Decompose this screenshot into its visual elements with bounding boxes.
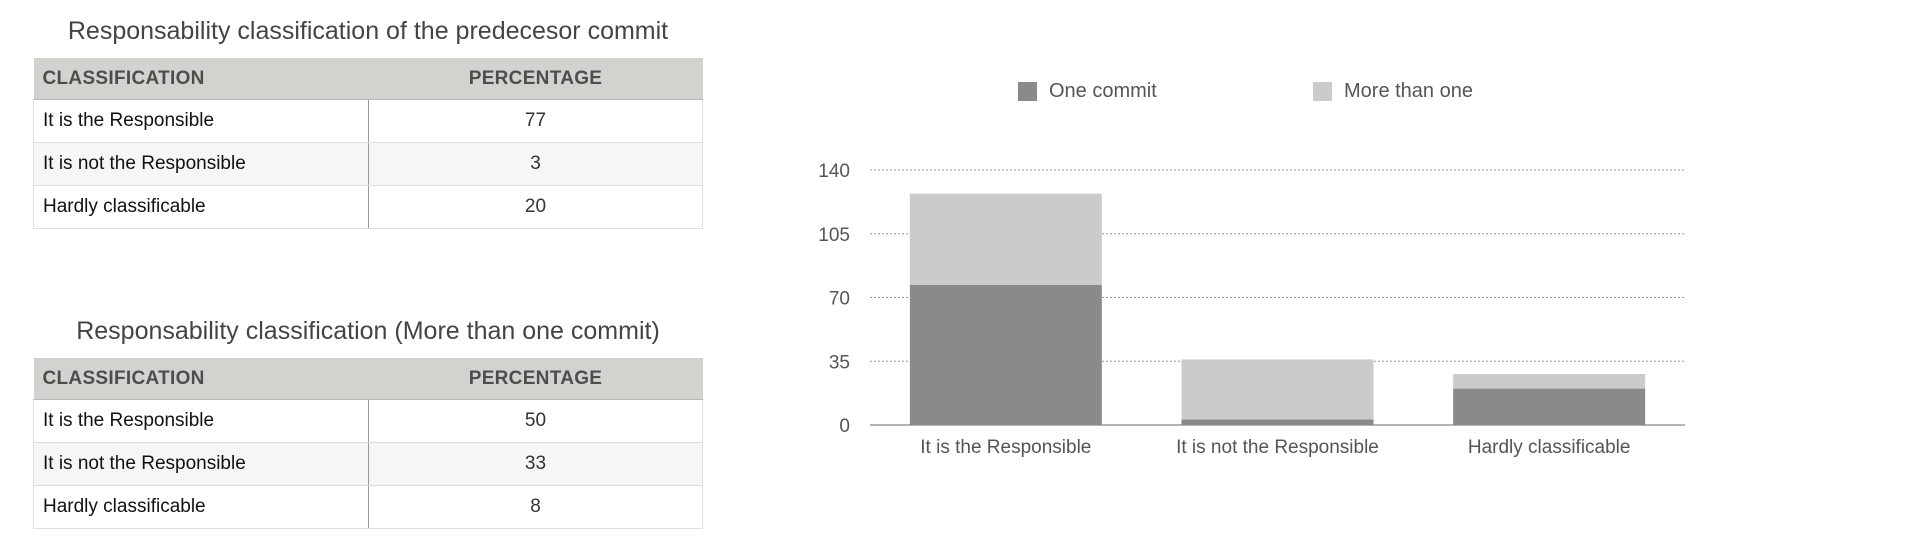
y-tick-label: 70 (829, 289, 850, 310)
legend-label: More than one (1344, 80, 1473, 102)
bar-one-commit (1453, 388, 1646, 425)
y-tick-label: 35 (829, 352, 850, 373)
x-tick-label: Hardly classificable (1468, 437, 1631, 458)
bar-one-commit (909, 284, 1102, 425)
x-tick-label: It is the Responsible (920, 437, 1091, 458)
bar-more-than-one (909, 193, 1102, 285)
table-more-than-one-commit: Responsability classification (More than… (33, 312, 703, 529)
row-value: 8 (368, 485, 703, 529)
row-value: 50 (368, 399, 703, 443)
bar-more-than-one (1181, 359, 1374, 420)
legend-entry-more-than-one: More than one (1313, 80, 1473, 103)
y-tick-label: 0 (839, 416, 850, 437)
stacked-bar-chart: One commit More than one 0 35 70 105 140 It i… (780, 60, 1700, 480)
table-header-row: CLASSIFICATION PERCENTAGE (33, 58, 703, 100)
x-tick-label: It is not the Responsible (1176, 437, 1379, 458)
table-row: It is the Responsible 77 (33, 99, 703, 143)
table-header-row: CLASSIFICATION PERCENTAGE (33, 358, 703, 400)
table-title: Responsability classification of the pre… (67, 17, 669, 45)
row-value: 3 (368, 142, 703, 186)
header-percentage: PERCENTAGE (368, 58, 703, 100)
row-value: 20 (368, 185, 703, 229)
row-label: Hardly classificable (33, 485, 369, 529)
bar-one-commit (1181, 419, 1374, 425)
table-title: Responsability classification (More than… (76, 317, 660, 345)
header-classification: CLASSIFICATION (33, 58, 369, 100)
row-label: It is the Responsible (33, 99, 369, 143)
table-row: Hardly classificable 8 (33, 485, 703, 529)
row-value: 77 (368, 99, 703, 143)
y-tick-label: 105 (818, 225, 850, 246)
row-label: Hardly classificable (33, 185, 369, 229)
bar-more-than-one (1453, 374, 1646, 389)
row-value: 33 (368, 442, 703, 486)
table-row: Hardly classificable 20 (33, 185, 703, 229)
table-predecessor-commit: Responsability classification of the pre… (33, 12, 703, 229)
chart-plot: 0 35 70 105 140 It is the Responsible It is no… (818, 161, 1685, 458)
legend-swatch (1313, 82, 1332, 101)
chart-legend: One commit More than one (780, 80, 1700, 110)
classification-table: CLASSIFICATION PERCENTAGE It is the Resp… (33, 58, 703, 229)
y-tick-label: 140 (818, 161, 850, 182)
header-classification: CLASSIFICATION (33, 358, 369, 400)
table-row: It is the Responsible 50 (33, 399, 703, 443)
legend-entry-one-commit: One commit (1018, 80, 1157, 103)
row-label: It is not the Responsible (33, 142, 369, 186)
legend-label: One commit (1049, 80, 1157, 102)
table-row: It is not the Responsible 33 (33, 442, 703, 486)
row-label: It is the Responsible (33, 399, 369, 443)
legend-swatch (1018, 82, 1037, 101)
classification-table: CLASSIFICATION PERCENTAGE It is the Resp… (33, 358, 703, 529)
header-percentage: PERCENTAGE (368, 358, 703, 400)
table-row: It is not the Responsible 3 (33, 142, 703, 186)
row-label: It is not the Responsible (33, 442, 369, 486)
